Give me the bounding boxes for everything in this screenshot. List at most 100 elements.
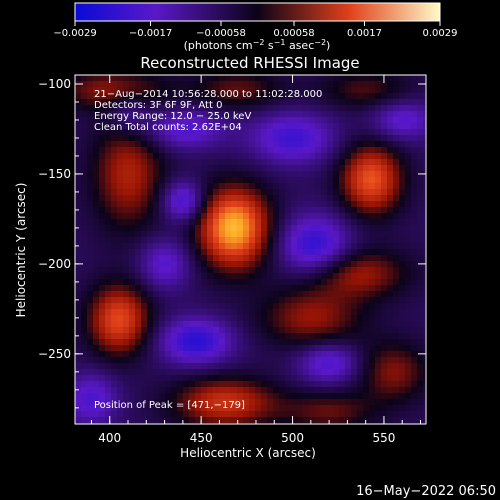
heatmap-cell [261, 399, 268, 406]
heatmap-cell [339, 387, 346, 394]
heatmap-cell [135, 381, 142, 388]
heatmap-cell [381, 195, 388, 202]
heatmap-cell [417, 339, 424, 346]
heatmap-cell [249, 303, 256, 310]
heatmap-cell [75, 339, 82, 346]
heatmap-cell [405, 249, 412, 256]
heatmap-cell [369, 237, 376, 244]
heatmap-cell [201, 405, 208, 412]
chart-title: Reconstructed RHESSI Image [140, 54, 359, 72]
heatmap-cell [117, 123, 124, 130]
heatmap-cell [81, 297, 88, 304]
heatmap-cell [135, 159, 142, 166]
heatmap-cell [255, 261, 262, 268]
heatmap-cell [315, 195, 322, 202]
heatmap-cell [381, 339, 388, 346]
heatmap-cell [399, 375, 406, 382]
heatmap-cell [237, 237, 244, 244]
heatmap-cell [183, 261, 190, 268]
heatmap-cell [333, 81, 340, 88]
heatmap-cell [267, 75, 274, 82]
heatmap-cell [381, 165, 388, 172]
heatmap-cell [303, 225, 310, 232]
heatmap-cell [375, 171, 382, 178]
heatmap-cell [189, 93, 196, 100]
heatmap-cell [375, 279, 382, 286]
heatmap-cell [399, 255, 406, 262]
heatmap-cell [111, 279, 118, 286]
heatmap-cell [111, 321, 118, 328]
heatmap-cell [207, 105, 214, 112]
heatmap-cell [135, 309, 142, 316]
heatmap-cell [417, 225, 424, 232]
heatmap-cell [243, 81, 250, 88]
heatmap-cell [135, 417, 142, 424]
heatmap-cell [303, 387, 310, 394]
heatmap-cell [123, 273, 130, 280]
heatmap-cell [363, 285, 370, 292]
heatmap-cell [297, 129, 304, 136]
heatmap-cell [309, 243, 316, 250]
heatmap-cell [111, 345, 118, 352]
heatmap-cell [357, 231, 364, 238]
heatmap-cell [321, 243, 328, 250]
heatmap-cell [183, 393, 190, 400]
heatmap-cell [357, 213, 364, 220]
heatmap-cell [183, 309, 190, 316]
heatmap-cell [225, 117, 232, 124]
heatmap-cell [159, 195, 166, 202]
heatmap-cell [225, 405, 232, 412]
heatmap-cell [153, 273, 160, 280]
heatmap-cell [81, 285, 88, 292]
heatmap-cell [141, 381, 148, 388]
heatmap-cell [303, 273, 310, 280]
heatmap-cell [81, 159, 88, 166]
heatmap-cell [255, 291, 262, 298]
heatmap-cell [129, 309, 136, 316]
heatmap-cell [99, 279, 106, 286]
heatmap-cell [423, 273, 426, 280]
heatmap-cell [291, 153, 298, 160]
heatmap-cell [333, 201, 340, 208]
heatmap-cell [183, 333, 190, 340]
heatmap-cell [255, 171, 262, 178]
heatmap-cell [135, 315, 142, 322]
heatmap-cell [153, 321, 160, 328]
heatmap-cell [135, 87, 142, 94]
heatmap-cell [261, 321, 268, 328]
heatmap-cell [255, 147, 262, 154]
heatmap-cell [159, 411, 166, 418]
heatmap-cell [129, 399, 136, 406]
heatmap-cell [135, 393, 142, 400]
heatmap-cell [357, 375, 364, 382]
heatmap-cell [279, 81, 286, 88]
heatmap-cell [255, 357, 262, 364]
heatmap-cell [357, 135, 364, 142]
heatmap-cell [147, 405, 154, 412]
heatmap-cell [165, 225, 172, 232]
heatmap-cell [81, 315, 88, 322]
heatmap-cell [195, 111, 202, 118]
x-tick-label: 450 [190, 431, 213, 445]
heatmap-cell [219, 303, 226, 310]
heatmap-cell [177, 147, 184, 154]
heatmap-cell [189, 213, 196, 220]
heatmap-cell [273, 99, 280, 106]
heatmap-cell [369, 99, 376, 106]
heatmap-cell [375, 285, 382, 292]
heatmap-cell [255, 189, 262, 196]
heatmap-cell [291, 117, 298, 124]
heatmap-cell [315, 339, 322, 346]
heatmap-cell [345, 279, 352, 286]
heatmap-cell [129, 153, 136, 160]
heatmap-cell [87, 189, 94, 196]
heatmap-cell [423, 231, 426, 238]
heatmap-cell [123, 303, 130, 310]
heatmap-cell [261, 303, 268, 310]
heatmap-cell [87, 309, 94, 316]
heatmap-cell [81, 135, 88, 142]
heatmap-cell [141, 309, 148, 316]
heatmap-cell [273, 339, 280, 346]
heatmap-cell [387, 393, 394, 400]
heatmap-cell [297, 279, 304, 286]
